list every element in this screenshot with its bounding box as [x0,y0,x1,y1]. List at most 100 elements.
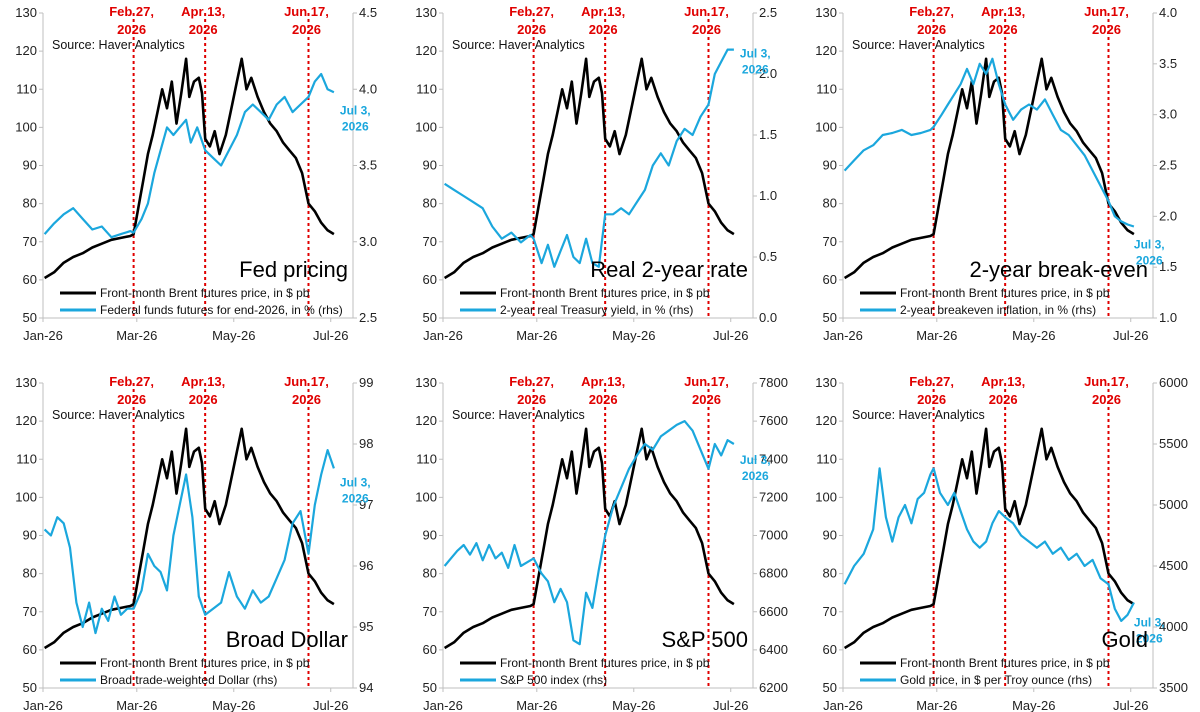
x-tick-label: Jan-26 [423,698,463,712]
y2-tick-label: 2.0 [1159,208,1177,223]
end-label-year: 2026 [1136,254,1163,268]
source-note: Source: Haver Analytics [852,38,985,52]
event-label: Apr 13, [181,4,225,19]
end-label: Jul 3, [340,103,371,117]
end-label-year: 2026 [342,119,369,133]
legend-label: Front-month Brent futures price, in $ pb [900,286,1110,300]
x-tick-label: Jul-26 [313,328,348,343]
y-tick-label: 80 [23,566,37,581]
legend-label: 2-year breakeven inflation, in % (rhs) [900,303,1096,317]
end-label-year: 2026 [342,491,369,505]
legend-label: Front-month Brent futures price, in $ pb [100,656,310,670]
y-tick-label: 130 [815,5,837,20]
x-tick-label: Jan-26 [823,698,863,712]
y-tick-label: 70 [823,604,837,619]
x-tick-label: May-26 [612,698,655,712]
y2-tick-label: 97 [359,497,373,512]
event-label: Apr 13, [981,374,1025,389]
chart-title: Real 2-year rate [590,257,748,282]
y-tick-label: 120 [815,43,837,58]
y-tick-label: 130 [15,375,37,390]
y2-tick-label: 3.5 [1159,56,1177,71]
event-label: Feb 27, [509,374,554,389]
y-tick-label: 120 [15,43,37,58]
x-tick-label: Jul-26 [1113,328,1148,343]
end-label: Jul 3, [740,47,771,61]
rhs-series-line [43,448,335,635]
y-tick-label: 100 [15,119,37,134]
event-label: Apr 13, [981,4,1025,19]
y2-tick-label: 2.5 [359,310,377,325]
source-note: Source: Haver Analytics [452,38,585,52]
y-tick-label: 60 [423,642,437,657]
event-label: Jun 17, [1084,374,1129,389]
chart-title: 2-year break-even [969,257,1148,282]
y2-tick-label: 99 [359,375,373,390]
end-label: Jul 3, [740,453,771,467]
brent-series-line [443,427,735,650]
y2-tick-label: 4.0 [1159,5,1177,20]
brent-series-line [43,57,335,280]
y2-tick-label: 98 [359,436,373,451]
chart-panel: 50 60 70 80 90 100 110 120 130 6200 6400 6600 6800 70… [415,374,788,712]
y2-tick-label: 4000 [1159,619,1188,634]
x-tick-label: May-26 [1012,698,1055,712]
event-label-year: 2026 [1092,22,1121,37]
y-tick-label: 100 [415,119,437,134]
y-tick-label: 120 [815,413,837,428]
y-tick-label: 60 [23,272,37,287]
x-tick-label: Jan-26 [23,328,63,343]
y-tick-label: 80 [823,566,837,581]
source-note: Source: Haver Analytics [52,38,185,52]
x-tick-label: Jan-26 [823,328,863,343]
y-tick-label: 120 [415,413,437,428]
event-label: Feb 27, [909,374,954,389]
x-tick-label: Mar-26 [116,328,157,343]
event-label: Jun 17, [284,4,329,19]
y-tick-label: 110 [816,451,837,466]
y-tick-label: 60 [423,272,437,287]
end-label: Jul 3, [1134,238,1165,252]
legend-label: 2-year real Treasury yield, in % (rhs) [500,303,693,317]
x-tick-label: Mar-26 [916,698,957,712]
brent-series-line [843,57,1135,280]
y2-tick-label: 7600 [759,413,788,428]
y2-tick-label: 6200 [759,680,788,695]
y-tick-label: 50 [423,680,437,695]
y2-tick-label: 94 [359,680,373,695]
y2-tick-label: 6000 [1159,375,1188,390]
y-tick-label: 80 [423,196,437,211]
legend-label: Front-month Brent futures price, in $ pb [500,656,710,670]
y2-tick-label: 0.0 [759,310,777,325]
event-label: Feb 27, [909,4,954,19]
y-tick-label: 130 [815,375,837,390]
y-tick-label: 60 [23,642,37,657]
event-label: Apr 13, [581,374,625,389]
event-label-year: 2026 [589,392,618,407]
end-label: Jul 3, [1134,616,1165,630]
y2-tick-label: 2.5 [1159,158,1177,173]
y2-tick-label: 3.5 [359,158,377,173]
y-tick-label: 70 [823,234,837,249]
x-tick-label: Mar-26 [516,328,557,343]
legend-label: Gold price, in $ per Troy ounce (rhs) [900,673,1092,687]
y2-tick-label: 7200 [759,489,788,504]
x-tick-label: Jul-26 [1113,698,1148,712]
x-tick-label: Jan-26 [423,328,463,343]
event-label-year: 2026 [292,22,321,37]
event-label-year: 2026 [589,22,618,37]
event-label-year: 2026 [117,22,146,37]
y2-tick-label: 1.5 [1159,259,1177,274]
y2-tick-label: 1.0 [1159,310,1177,325]
y2-tick-label: 0.5 [759,249,777,264]
source-note: Source: Haver Analytics [852,408,985,422]
y-tick-label: 50 [23,310,37,325]
rhs-series-line [443,419,735,646]
y2-tick-label: 6800 [759,566,788,581]
y-tick-label: 130 [415,375,437,390]
y-tick-label: 130 [415,5,437,20]
y2-tick-label: 7800 [759,375,788,390]
chart-panel: 50 60 70 80 90 100 110 120 130 3500 4000 4500 5000 55… [815,374,1188,712]
x-tick-label: May-26 [1012,328,1055,343]
